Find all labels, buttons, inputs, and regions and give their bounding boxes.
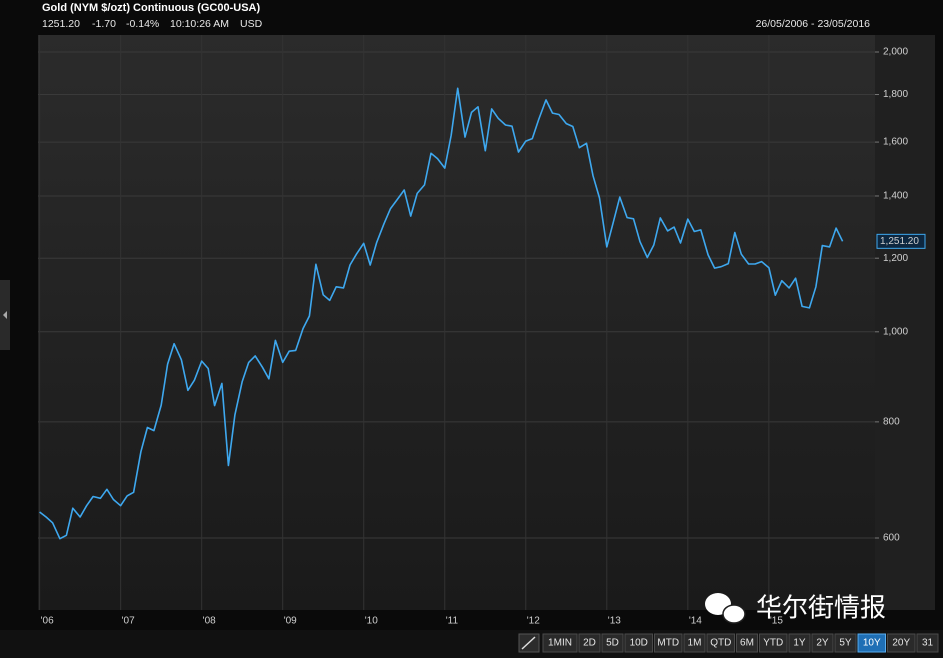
series [39, 87, 844, 540]
last-price: 1251.20 [42, 18, 80, 30]
range-button[interactable] [857, 633, 886, 653]
range-button-label[interactable]: 5Y [839, 638, 852, 649]
y-tick-label: 1,600 [883, 137, 908, 148]
range-button-label[interactable]: 10Y [863, 638, 881, 649]
y-tick-label: 1,000 [883, 326, 908, 337]
toolbar-icon-glyph [521, 636, 536, 650]
plot-area [38, 35, 875, 610]
y-tick-label: 2,000 [883, 47, 908, 58]
price-axis-area [875, 35, 935, 610]
x-tick-label: '15 [770, 616, 783, 627]
y-tick-label: 800 [883, 417, 900, 428]
range-button[interactable] [887, 633, 916, 653]
quote-time: 10:10:26 AM [170, 18, 229, 30]
x-tick-label: '14 [689, 616, 702, 627]
last-price-tag [876, 233, 926, 249]
range-button[interactable] [601, 633, 624, 653]
currency: USD [240, 18, 263, 30]
range-button[interactable] [788, 633, 811, 653]
range-button-label[interactable]: 2D [583, 638, 596, 649]
range-button-label[interactable]: MTD [657, 638, 679, 649]
range-button-label[interactable]: 10D [630, 638, 648, 649]
side-arrow [3, 311, 7, 319]
range-button[interactable] [759, 633, 788, 653]
date-range: 26/05/2006 - 23/05/2016 [756, 18, 871, 30]
range-button-label[interactable]: 1M [688, 638, 702, 649]
price-change: -1.70 [92, 18, 116, 30]
watermark-text: 华尔街情报 [756, 594, 886, 624]
x-tick-label: '10 [365, 616, 378, 627]
range-button-label[interactable]: 1Y [793, 638, 806, 649]
range-button[interactable] [542, 633, 578, 653]
x-tick-label: '12 [527, 616, 540, 627]
x-tick-label: '13 [608, 616, 621, 627]
range-button[interactable] [736, 633, 758, 653]
chart-title: Gold (NYM $/ozt) Continuous (GC00-USA) [42, 2, 260, 14]
axes: 600 800 1,000 1,200 1,400 1,600 1,800 2,000 '06 '… [41, 47, 926, 627]
toolbar-buttons: 1MIN 2D 5D 10D MTD 1M QTD 6M YTD 1Y 2Y 5Y 10Y 20Y 31 [518, 633, 939, 653]
wechat-icon [722, 604, 746, 624]
price-line [39, 87, 844, 540]
grid [38, 35, 875, 610]
x-tick-label: '11 [446, 616, 459, 627]
range-button[interactable] [654, 633, 683, 653]
range-button[interactable] [811, 633, 834, 653]
x-tick-label: '08 [203, 616, 216, 627]
range-button[interactable] [624, 633, 653, 653]
y-tick-label: 600 [883, 533, 900, 544]
range-button-label[interactable]: 1MIN [548, 638, 572, 649]
range-button[interactable] [834, 633, 857, 653]
watermark: 华尔街情报 [705, 593, 886, 624]
range-button-label[interactable]: 5D [606, 638, 619, 649]
range-button[interactable] [916, 633, 939, 653]
y-tick-label: 1,400 [883, 191, 908, 202]
last-price-label: 1,251.20 [880, 236, 919, 247]
range-button-label[interactable]: 2Y [816, 638, 829, 649]
x-tick-label: '09 [284, 616, 297, 627]
range-button-label[interactable]: QTD [710, 638, 731, 649]
y-tick-label: 1,800 [883, 89, 908, 100]
x-tick-label: '07 [122, 616, 135, 627]
range-button[interactable] [578, 633, 601, 653]
range-button-label[interactable]: 31 [922, 638, 934, 649]
range-button[interactable] [706, 633, 735, 653]
range-button-label[interactable]: YTD [763, 638, 783, 649]
price-change-pct: -0.14% [126, 18, 159, 30]
range-button-label[interactable]: 6M [740, 638, 754, 649]
y-tick-label: 1,200 [883, 253, 908, 264]
range-button[interactable] [683, 633, 706, 653]
range-button-label[interactable]: 20Y [892, 638, 910, 649]
x-tick-label: '06 [41, 616, 54, 627]
